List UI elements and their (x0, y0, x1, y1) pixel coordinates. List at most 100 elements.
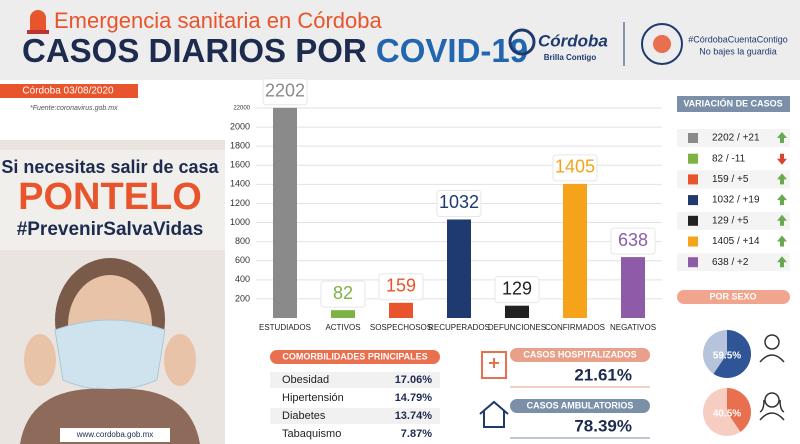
comorbidity-name: Tabaquismo (282, 428, 341, 440)
title-main: CASOS DIARIOS POR (22, 32, 367, 69)
value-label-box (610, 227, 656, 255)
variation-swatch (688, 153, 698, 164)
value-label-box (378, 273, 424, 301)
home-icon (479, 400, 509, 428)
value-label: 638 (618, 230, 648, 250)
x-tick-label: RECUPERADOS (428, 323, 490, 332)
comorbidity-row (270, 390, 440, 406)
title: CASOS DIARIOS POR COVID-19 (22, 32, 528, 69)
outpatient-title: CASOS AMBULATORIOS (527, 400, 634, 410)
sex-donuts: 59.5% 40.5% (703, 330, 751, 436)
trend-arrow (777, 235, 787, 247)
sex-title: POR SEXO (709, 291, 756, 301)
variation-swatch (688, 174, 698, 185)
variation-label: 159 / +5 (712, 174, 749, 185)
bar (389, 302, 413, 318)
value-label: 1405 (555, 157, 595, 177)
x-tick-label: NEGATIVOS (610, 323, 656, 332)
bar (447, 219, 471, 318)
donut-label: 40.5% (713, 409, 741, 420)
value-label: 129 (502, 278, 532, 298)
trend-arrow (777, 194, 787, 206)
y-tick-label: 1600 (230, 160, 250, 170)
x-tick-label: ESTUDIADOS (259, 323, 311, 332)
y-tick-label: 1200 (230, 198, 250, 208)
bar-chart: 22000 2000 1800 1600 1400 1200 1000 800 600 400 20… (230, 78, 662, 332)
left-line2: PONTELO (18, 176, 202, 218)
comorbidity-name: Diabetes (282, 410, 326, 422)
trend-arrow (777, 132, 787, 143)
title-accent: COVID-19 (376, 32, 528, 69)
value-label: 1032 (439, 192, 479, 212)
y-tick-label: 400 (235, 274, 250, 284)
hospital-icon (481, 351, 507, 379)
sex-header (677, 290, 790, 304)
variation-row (677, 129, 790, 147)
comorbidities-header (270, 350, 440, 364)
comorbidity-value: 7.87% (401, 428, 432, 440)
logo-name: Córdoba (538, 31, 608, 50)
comorbidity-value: 13.74% (395, 410, 433, 422)
donut-slice (713, 330, 751, 378)
left-line1: Si necesitas salir de casa (1, 157, 219, 177)
y-tick-label: 600 (235, 255, 250, 265)
hospitalized-header (510, 348, 650, 362)
variation-label: 1405 / +14 (712, 236, 760, 247)
x-tick-label: DEFUNCIONES (488, 323, 546, 332)
variation-label: 2202 / +21 (712, 133, 760, 144)
variation-row (677, 170, 790, 189)
variation-label: 1032 / +19 (712, 195, 760, 206)
trend-arrow (777, 173, 787, 185)
subtitle: Emergencia sanitaria en Córdoba (54, 8, 383, 33)
variation-label: 638 / +2 (712, 257, 749, 268)
bar (331, 310, 355, 318)
trend-arrow (777, 256, 787, 268)
y-tick-label: 22000 (233, 106, 250, 112)
variation-row (677, 232, 790, 251)
variation-swatch (688, 257, 698, 268)
variation-swatch (688, 236, 698, 247)
y-tick-label: 1800 (230, 141, 250, 151)
male-icon (759, 334, 785, 363)
bar (621, 257, 645, 318)
comorbidity-row (270, 408, 440, 424)
comorbidity-value: 17.06% (395, 374, 433, 386)
seal-center (653, 35, 671, 53)
text-backdrop (0, 150, 225, 250)
value-label-box (320, 280, 366, 308)
value-label: 2202 (265, 81, 305, 101)
y-tick-label: 1400 (230, 179, 250, 189)
x-tick-label: CONFIRMADOS (545, 323, 605, 332)
comorbidity-row (270, 372, 440, 388)
variation-swatch (688, 133, 698, 143)
left-line3: #PrevenirSalvaVidas (17, 219, 204, 240)
value-label: 159 (386, 276, 416, 296)
value-label: 82 (333, 283, 353, 303)
comorbidities-table: Obesidad 17.06% Hipertensión 14.79% Diabetes… (270, 372, 440, 442)
logo-slogan: Brilla Contigo (544, 53, 597, 62)
bar (563, 183, 587, 318)
source: *Fuente:coronavirus.gob.mx (30, 105, 118, 112)
variation-header (677, 96, 790, 112)
url-band (60, 428, 170, 442)
x-tick-label: SOSPECHOSOS (370, 323, 432, 332)
y-tick-label: 800 (235, 236, 250, 246)
url: www.cordoba.gob.mx (76, 430, 153, 439)
bar (273, 107, 297, 319)
hospitalized-title: CASOS HOSPITALIZADOS (523, 349, 636, 359)
female-icon (759, 392, 785, 421)
comorbidity-name: Obesidad (282, 374, 329, 386)
variation-row (677, 191, 790, 210)
variation-list: 2202 / +21 82 / -11 159 / +5 1032 / +19 129 … (677, 129, 790, 272)
donut-label: 59.5% (713, 351, 741, 362)
variation-row (677, 149, 790, 168)
bar (505, 305, 529, 318)
variation-swatch (688, 195, 698, 206)
logo-icon (508, 28, 536, 56)
y-tick-label: 1000 (230, 217, 250, 227)
variation-label: 129 / +5 (712, 215, 749, 226)
variation-swatch (688, 215, 698, 226)
trend-arrow (777, 153, 787, 165)
trend-arrow (777, 214, 787, 226)
